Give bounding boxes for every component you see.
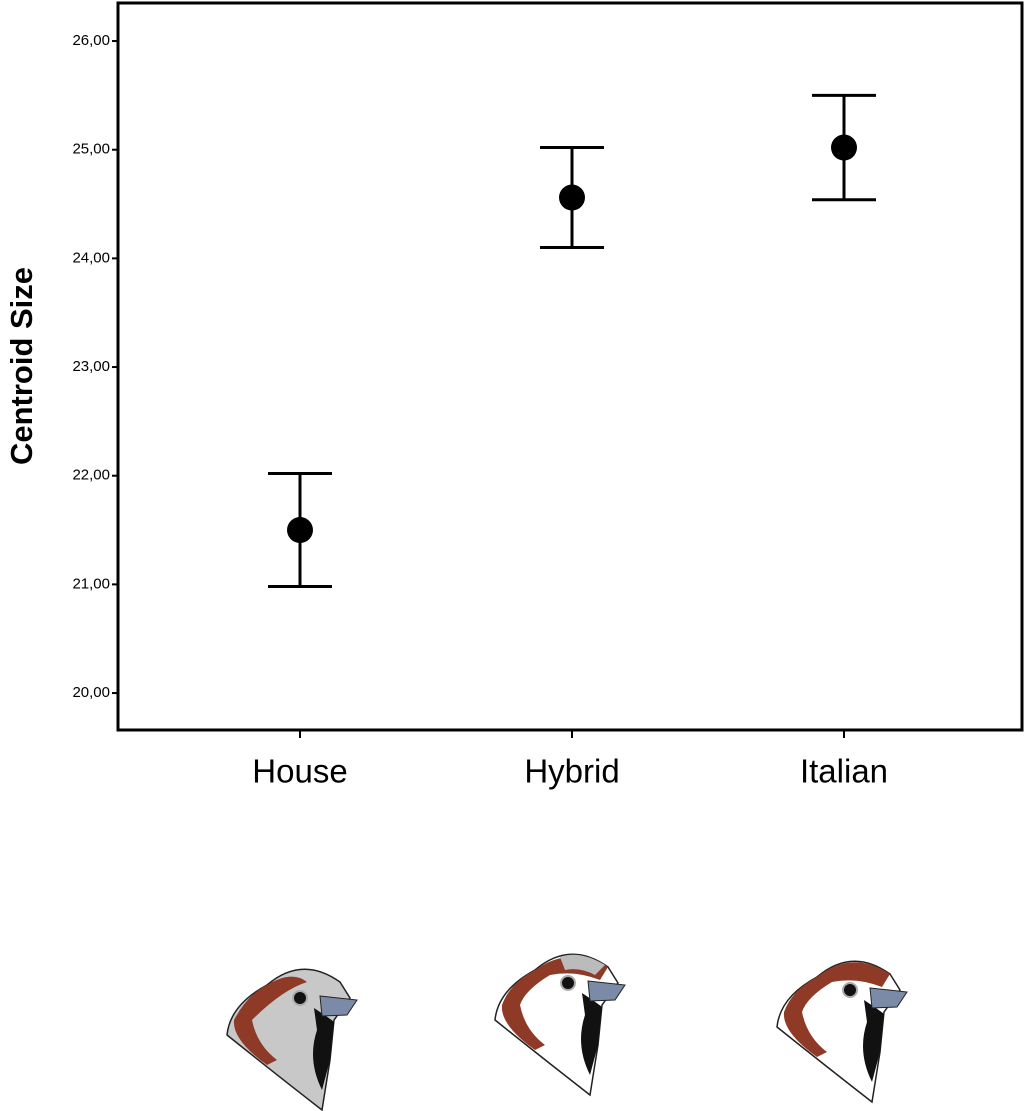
y-tick-label: 25,00: [72, 141, 110, 158]
italian-sparrow-icon: [777, 961, 907, 1102]
x-tick-label: Hybrid: [524, 753, 619, 790]
mean-point: [559, 185, 585, 211]
y-tick-label: 22,00: [72, 467, 110, 484]
y-tick-label: 20,00: [72, 684, 110, 701]
x-tick-label: House: [252, 753, 347, 790]
mean-point: [287, 517, 313, 543]
y-tick-label: 21,00: [72, 575, 110, 592]
y-tick-label: 24,00: [72, 249, 110, 266]
house-sparrow-icon: [227, 969, 357, 1110]
hybrid-sparrow-icon: [495, 954, 625, 1095]
plot-frame: [118, 3, 1022, 730]
x-tick-label: Italian: [800, 753, 888, 790]
y-tick-label: 26,00: [72, 32, 110, 49]
y-tick-label: 23,00: [72, 358, 110, 375]
y-axis-label: Centroid Size: [4, 267, 39, 465]
mean-point: [831, 135, 857, 161]
chart: Centroid Size 20,00 21,00 22,00 23,00 24,00 2…: [0, 0, 1027, 1111]
